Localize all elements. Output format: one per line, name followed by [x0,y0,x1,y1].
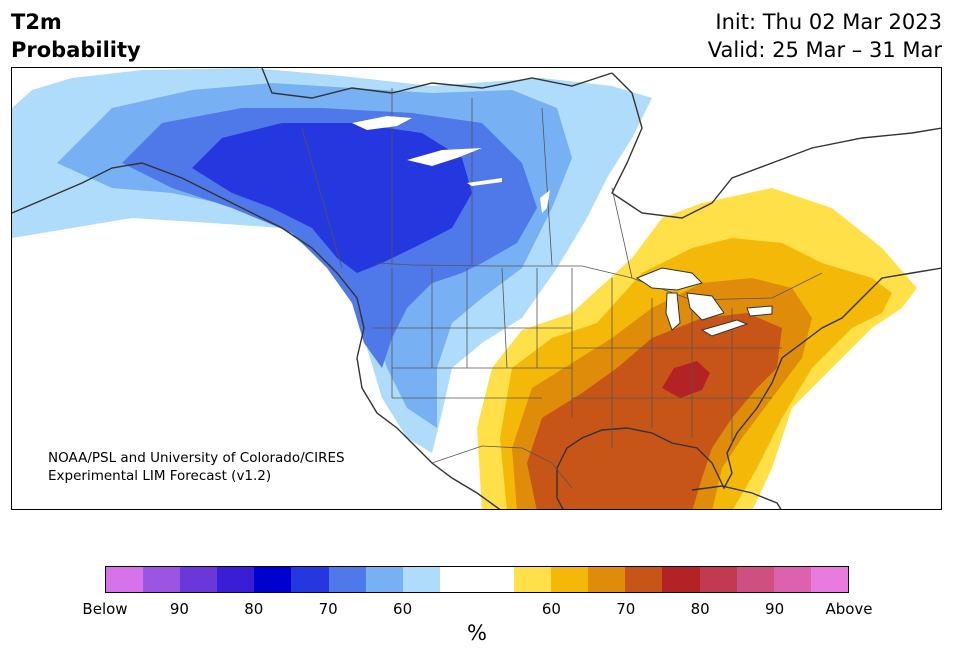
color-bar-tick-label: Below [82,600,128,618]
color-bar-tick-label: 70 [318,600,338,618]
color-bar-swatch [439,567,477,592]
color-bar-swatch [625,567,663,592]
valid-range: Valid: 25 Mar – 31 Mar [707,38,942,62]
color-bar-swatch [328,567,366,592]
color-bar-tick-label: 80 [690,600,710,618]
credit-line-2: Experimental LIM Forecast (v1.2) [48,468,272,484]
color-bar-swatch [662,567,700,592]
color-bar-swatch [217,567,255,592]
color-bar-tick-label: 90 [765,600,785,618]
color-bar-swatch [402,567,440,592]
init-date: Init: Thu 02 Mar 2023 [715,10,942,34]
lake-huron [686,292,725,321]
title-line-1: T2m [11,10,62,34]
title-line-2: Probability [11,38,141,62]
color-bar-tick-label: 60 [393,600,413,618]
great-bear-lake [352,116,412,130]
lake-athabasca [467,178,502,186]
color-bar-swatch [476,567,515,592]
color-bar-swatch [254,567,292,592]
color-bar-swatch [773,567,811,592]
color-bar-tick-label: 60 [541,600,561,618]
unit-label: % [467,621,487,645]
color-bar-swatch [365,567,403,592]
arctic-islands [261,68,613,99]
lake-ontario [746,305,773,317]
map-title: T2m Probability [11,8,141,64]
color-bar-swatch [180,567,218,592]
color-bar-swatch [810,567,848,592]
lake-michigan [665,292,681,331]
color-bar-swatch [143,567,181,592]
color-bar-swatch [699,567,737,592]
warm-region-90 [662,361,710,398]
coastline-group [12,68,941,509]
state-lines-west [372,267,572,399]
cuba-outline [691,485,782,509]
pacific-coast [12,162,501,509]
color-bar-swatch [736,567,774,592]
color-bar-tick-label: 70 [616,600,636,618]
hudson-bay-coast [611,72,941,219]
forecast-dates: Init: Thu 02 Mar 2023 Valid: 25 Mar – 31… [708,8,942,64]
map-canvas [12,68,941,509]
atlantic-gulf-coast [556,267,941,509]
color-bar-tick-label: 80 [244,600,264,618]
warm-region-80 [527,313,782,509]
great-slave-lake [407,148,482,166]
credit-line-1: NOAA/PSL and University of Colorado/CIRE… [48,450,345,466]
color-bar-swatch [106,567,144,592]
lake-superior [635,267,703,291]
color-bar-tick-label: Above [825,600,873,618]
color-bar-swatch [514,567,552,592]
great-lakes [635,267,773,337]
color-bar-swatch [291,567,329,592]
color-bar-tick-label: 90 [169,600,189,618]
lake-winnipeg [540,190,550,213]
color-bar-swatch [551,567,589,592]
us-canada-border [376,262,823,301]
province-lines [301,88,633,279]
state-lines-east [571,268,782,448]
lake-erie [700,319,749,337]
credit-text: NOAA/PSL and University of Colorado/CIRE… [48,449,345,485]
cold-region-80 [192,123,472,273]
canadian-lakes [352,116,550,213]
boundaries-group [301,88,823,489]
color-bar-swatch [588,567,626,592]
color-bar [105,566,849,593]
probability-map [11,67,942,510]
us-mexico-border [431,445,573,489]
